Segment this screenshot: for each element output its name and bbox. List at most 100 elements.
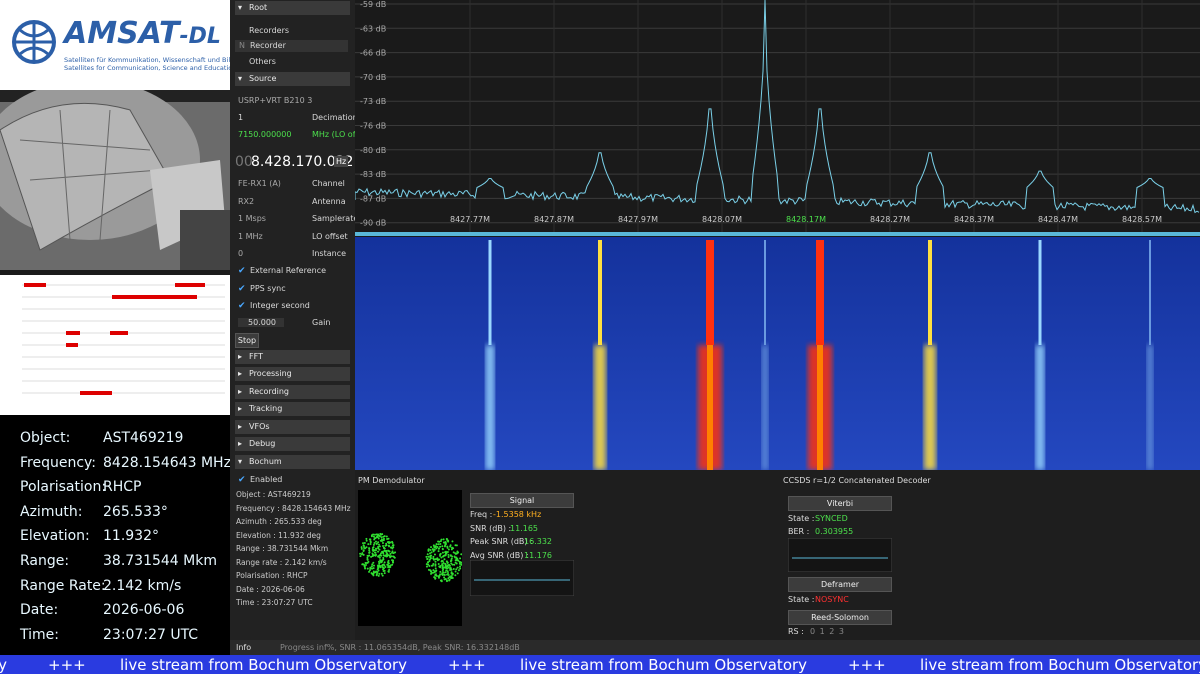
symbol-dot xyxy=(436,559,439,562)
section-header: Bochum ▾ xyxy=(235,455,350,469)
ber-plot xyxy=(788,538,892,572)
expander: ▸ xyxy=(238,404,243,414)
checkbox-label: External Reference xyxy=(250,266,327,275)
signal-value: -1.5358 kHz xyxy=(493,510,542,519)
symbol-dot xyxy=(441,551,444,554)
symbol-dot xyxy=(363,542,366,545)
section-title: VFOs xyxy=(249,421,270,431)
symbol-dot xyxy=(439,566,442,569)
symbol-dot xyxy=(365,546,368,549)
symbol-dot xyxy=(446,545,449,548)
symbol-dot xyxy=(366,556,369,559)
symbol-dot xyxy=(378,562,381,565)
signal-label: Avg SNR (dB) : xyxy=(470,550,529,560)
symbol-dot xyxy=(429,549,432,552)
symbol-dot xyxy=(439,570,442,573)
symbol-dot xyxy=(366,558,369,561)
y-label: -90 dB xyxy=(360,219,386,228)
symbol-dot xyxy=(359,552,362,555)
x-label: 8428.27M xyxy=(870,215,910,224)
info-value: 38.731544 Mkm xyxy=(103,553,217,569)
spectrum-trace xyxy=(355,0,1200,214)
info-label: Polarisation: xyxy=(20,479,107,496)
symbol-dot xyxy=(428,564,431,567)
waterfall-core xyxy=(707,345,713,470)
bochum-line: Frequency : 8428.154643 MHz xyxy=(236,503,351,513)
symbol-dot xyxy=(378,545,381,548)
symbol-dot xyxy=(444,578,447,581)
symbol-dot xyxy=(441,545,444,548)
rs-values: 0 1 2 3 xyxy=(810,627,844,636)
info-label: Range: xyxy=(20,553,70,569)
symbol-dot xyxy=(449,568,452,571)
symbol-dot xyxy=(451,572,454,575)
symbol-dot xyxy=(372,533,375,536)
symbol-dot xyxy=(454,570,457,573)
symbol-dot xyxy=(385,535,388,538)
state-value: NOSYNC xyxy=(815,595,849,604)
symbol-dot xyxy=(380,536,383,539)
symbol-dot xyxy=(439,573,442,576)
logo-name: AMSAT xyxy=(64,16,180,51)
symbol-dot xyxy=(442,538,445,541)
symbol-dot xyxy=(393,556,396,559)
symbol-dot xyxy=(378,556,381,559)
symbol-dot xyxy=(450,576,453,579)
bochum-line: Object : AST469219 xyxy=(236,490,311,499)
section-title: Root xyxy=(249,3,268,12)
panel-button: Deframer xyxy=(788,577,892,592)
symbol-dot xyxy=(427,555,430,558)
rs-label: RS : xyxy=(788,627,804,636)
waterfall-line xyxy=(764,240,766,345)
symbol-dot xyxy=(391,540,394,543)
symbol-dot xyxy=(391,559,394,562)
symbol-dot xyxy=(372,574,375,577)
info-label: Time: xyxy=(20,626,59,643)
symbol-dot xyxy=(434,570,437,573)
symbol-dot xyxy=(450,562,453,565)
info-value: 2.142 km/s xyxy=(103,577,182,594)
symbol-dot xyxy=(429,552,432,555)
section-title: Tracking xyxy=(249,404,283,414)
field-label: LO offset xyxy=(312,231,348,241)
symbol-dot xyxy=(427,568,430,571)
field-label: Channel xyxy=(312,179,345,188)
symbol-dot xyxy=(437,540,440,543)
ticker-text: live stream from Bochum Observatory xyxy=(520,656,808,674)
y-label: -59 dB xyxy=(360,0,386,9)
symbol-dot xyxy=(448,579,451,582)
symbol-dot xyxy=(431,548,434,551)
symbol-dot xyxy=(446,573,449,576)
checkbox: ✔ xyxy=(238,301,246,311)
symbol-dot xyxy=(382,556,385,559)
x-label: 8428.37M xyxy=(954,215,994,224)
y-label: -73 dB xyxy=(360,97,386,106)
waterfall-glow xyxy=(594,345,606,470)
x-label: 8427.97M xyxy=(618,215,658,224)
field-value: 0 xyxy=(238,249,244,258)
symbol-dot xyxy=(368,569,371,572)
symbol-dot xyxy=(374,551,377,554)
symbol-dot xyxy=(443,554,446,557)
symbol-dot xyxy=(455,556,458,559)
symbol-dot xyxy=(457,559,460,562)
symbol-dot xyxy=(385,542,388,545)
symbol-dot xyxy=(432,569,435,572)
panel-title: CCSDS r=1/2 Concatenated Decoder xyxy=(783,476,931,485)
logo-tagline: Satellites for Communication, Science an… xyxy=(64,64,237,72)
symbol-dot xyxy=(389,565,392,568)
symbol-dot xyxy=(389,555,392,558)
bochum-line: Date : 2026-06-06 xyxy=(236,584,305,594)
panel-button: Reed-Solomon xyxy=(788,610,892,625)
section-header: FFT ▸ xyxy=(235,350,350,364)
symbol-dot xyxy=(432,555,435,558)
logo-icon xyxy=(12,20,56,64)
stop-button[interactable]: Stop xyxy=(235,333,259,348)
info-value: AST469219 xyxy=(103,430,184,446)
symbol-dot xyxy=(377,541,380,544)
ticker-text: live stream from Bochum Observatory xyxy=(120,656,408,674)
x-label: 8428.07M xyxy=(702,215,742,224)
symbol-dot xyxy=(359,555,362,558)
symbol-dot xyxy=(373,541,376,544)
symbol-dot xyxy=(375,547,378,550)
